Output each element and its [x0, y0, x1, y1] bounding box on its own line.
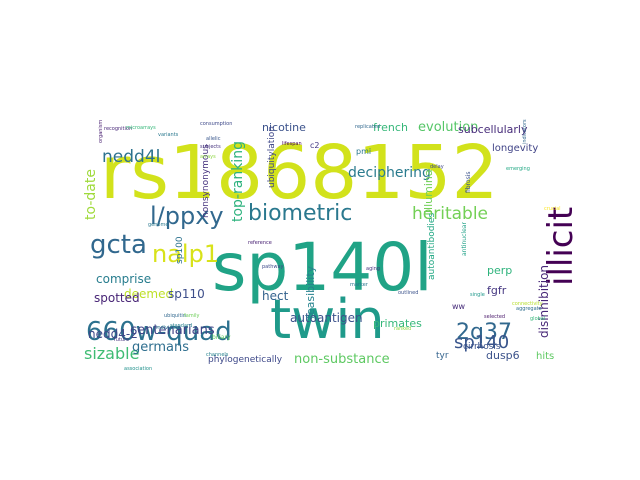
word-l-ppxy: l/ppxy — [150, 202, 224, 230]
word-germans: germans — [132, 340, 189, 355]
word-nonsynonymous: nonsynonymous — [201, 144, 211, 218]
word-recognition: recognition — [104, 126, 132, 132]
word-c2: c2 — [310, 141, 320, 150]
word-2q37: 2q37 — [456, 320, 512, 345]
word-twin: twin — [270, 288, 385, 351]
word-centenarians: centenarians — [130, 323, 215, 338]
word-tyr: tyr — [436, 351, 449, 361]
word-ubiquitylation: ubiquitylation — [267, 126, 277, 188]
word-marker: marker — [350, 282, 369, 288]
word-crucial: crucial — [544, 206, 561, 212]
word-hits: hits — [536, 351, 554, 362]
word-autoantigen: autoantigen — [290, 311, 363, 325]
word-sp140l: sp140l — [212, 229, 433, 306]
word-660w-quad: 660w-quad — [86, 317, 232, 347]
word-standard: standard — [170, 323, 192, 329]
word-subcellularly: subcellularly — [458, 123, 528, 136]
word-primates: primates — [373, 317, 422, 330]
word-pmi: pmi — [356, 147, 371, 156]
word-fibrosis: fibrosis — [465, 171, 472, 193]
word-sp100: sp100 — [175, 236, 185, 264]
word-family: family — [184, 313, 199, 319]
word-replicated: replicated — [355, 124, 380, 130]
word-to-date: to-date — [83, 169, 99, 220]
word-nalp1: nalp1 — [152, 240, 219, 268]
word-evolution: evolution — [418, 120, 478, 135]
word-dusp6: dusp6 — [486, 349, 520, 362]
word-sizable: sizable — [84, 344, 139, 363]
word-french: french — [373, 121, 408, 134]
word-future: future — [114, 337, 129, 343]
word-single: single — [470, 292, 485, 298]
word-selected: selected — [484, 314, 505, 320]
word-indicators: indicators — [522, 119, 528, 144]
word-microarrays: microarrays — [126, 125, 156, 131]
word-fgfr: fgfr — [487, 284, 507, 297]
word-association: association — [124, 366, 152, 372]
word-variants: variants — [158, 132, 179, 138]
word-deciphering: deciphering — [348, 165, 431, 181]
word-organism: organism — [98, 120, 104, 143]
word-comprise: comprise — [96, 272, 151, 286]
word-arrays: arrays — [200, 154, 216, 160]
word-ubiquitin: ubiquitin — [164, 313, 186, 319]
word-cirrhosis: cirrhosis — [463, 342, 501, 352]
word-biliary: biliary — [212, 334, 231, 341]
word-ww: ww — [452, 302, 466, 311]
word-hect: hect — [262, 289, 289, 303]
word-sp110: sp110 — [168, 287, 205, 301]
word-heritable: heritable — [412, 204, 488, 224]
word-autoantibodies: autoantibodies — [427, 213, 437, 280]
word-perp: perp — [487, 264, 512, 277]
word-channels: channels — [206, 352, 229, 358]
word-spotted: spotted — [94, 291, 140, 305]
word-consumption: consumption — [200, 121, 232, 127]
word-nicotine: nicotine — [262, 121, 306, 134]
word-biometric: biometric — [248, 201, 352, 226]
word-aggregate: aggregate — [516, 306, 542, 312]
word-allelic: allelic — [206, 136, 221, 142]
word-pathway: pathway — [262, 264, 284, 270]
word-connectivity: connectivity — [512, 301, 543, 307]
word-gcta: gcta — [90, 230, 147, 260]
word-aging: aging — [366, 266, 380, 272]
word-genome: genome — [148, 222, 168, 228]
word-illicit: illicit — [541, 207, 581, 286]
word-top-ranking: top-ranking — [230, 141, 246, 222]
word-outlined: outlined — [398, 290, 418, 296]
word-disinhibition: disinhibition — [537, 265, 551, 338]
word-lifespan: lifespan — [282, 141, 302, 147]
word-ranked: ranked — [394, 326, 411, 332]
word-sp140: sp140 — [454, 332, 509, 353]
word-rs1868152: rs1868152 — [100, 130, 499, 216]
word-illumina: illumina — [422, 169, 435, 213]
word-global: global — [530, 316, 545, 322]
word-antinuclear: antinuclear — [461, 222, 468, 256]
word-emerging: emerging — [506, 166, 530, 172]
word-nedd4-2: nedd4-2 — [88, 327, 138, 341]
word-individual: individual — [156, 325, 180, 331]
word-phylogenetically: phylogenetically — [208, 355, 283, 365]
word-feasibility: feasibility — [304, 265, 317, 319]
word-longevity: longevity — [492, 143, 538, 154]
word-non-substance: non-substance — [294, 352, 390, 367]
word-subjects: subjects — [200, 144, 221, 150]
word-deemed: deemed — [124, 287, 173, 301]
word-reference: reference — [248, 240, 272, 246]
word-nedd4l: nedd4l — [102, 147, 160, 167]
word-delay: delay — [430, 164, 444, 170]
